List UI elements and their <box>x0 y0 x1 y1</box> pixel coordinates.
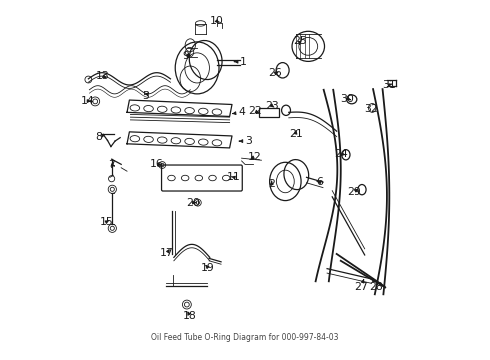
Text: 12: 12 <box>248 152 262 162</box>
Text: 9: 9 <box>183 51 190 60</box>
Text: 8: 8 <box>95 132 105 142</box>
Text: 26: 26 <box>268 68 282 78</box>
Text: Oil Feed Tube O-Ring Diagram for 000-997-84-03: Oil Feed Tube O-Ring Diagram for 000-997… <box>151 333 339 342</box>
Polygon shape <box>127 132 232 148</box>
Text: 19: 19 <box>201 263 215 273</box>
Text: 2: 2 <box>268 179 275 189</box>
Text: 6: 6 <box>316 177 323 187</box>
Text: 31: 31 <box>382 80 395 90</box>
Text: 20: 20 <box>186 198 200 208</box>
Text: 25: 25 <box>293 36 307 45</box>
Text: 18: 18 <box>183 311 196 320</box>
Text: 22: 22 <box>248 106 262 116</box>
Text: 7: 7 <box>108 160 115 170</box>
Text: 24: 24 <box>335 149 348 159</box>
Text: 5: 5 <box>143 91 149 101</box>
Text: 14: 14 <box>81 96 95 106</box>
Polygon shape <box>127 100 232 117</box>
Text: 4: 4 <box>233 107 245 117</box>
Text: 27: 27 <box>354 279 368 292</box>
Text: 28: 28 <box>369 279 383 292</box>
Text: 17: 17 <box>160 248 174 258</box>
Text: 30: 30 <box>341 94 355 104</box>
Text: 16: 16 <box>150 159 164 169</box>
Text: 3: 3 <box>239 136 252 146</box>
Text: 10: 10 <box>210 17 224 26</box>
Text: 23: 23 <box>265 100 278 111</box>
Text: 13: 13 <box>96 71 110 81</box>
Text: 21: 21 <box>289 129 302 139</box>
Text: 15: 15 <box>99 217 113 227</box>
Bar <box>259 108 279 117</box>
Text: 29: 29 <box>347 187 361 197</box>
Text: 32: 32 <box>364 104 378 114</box>
Text: 1: 1 <box>234 57 247 67</box>
Text: 11: 11 <box>227 172 241 182</box>
